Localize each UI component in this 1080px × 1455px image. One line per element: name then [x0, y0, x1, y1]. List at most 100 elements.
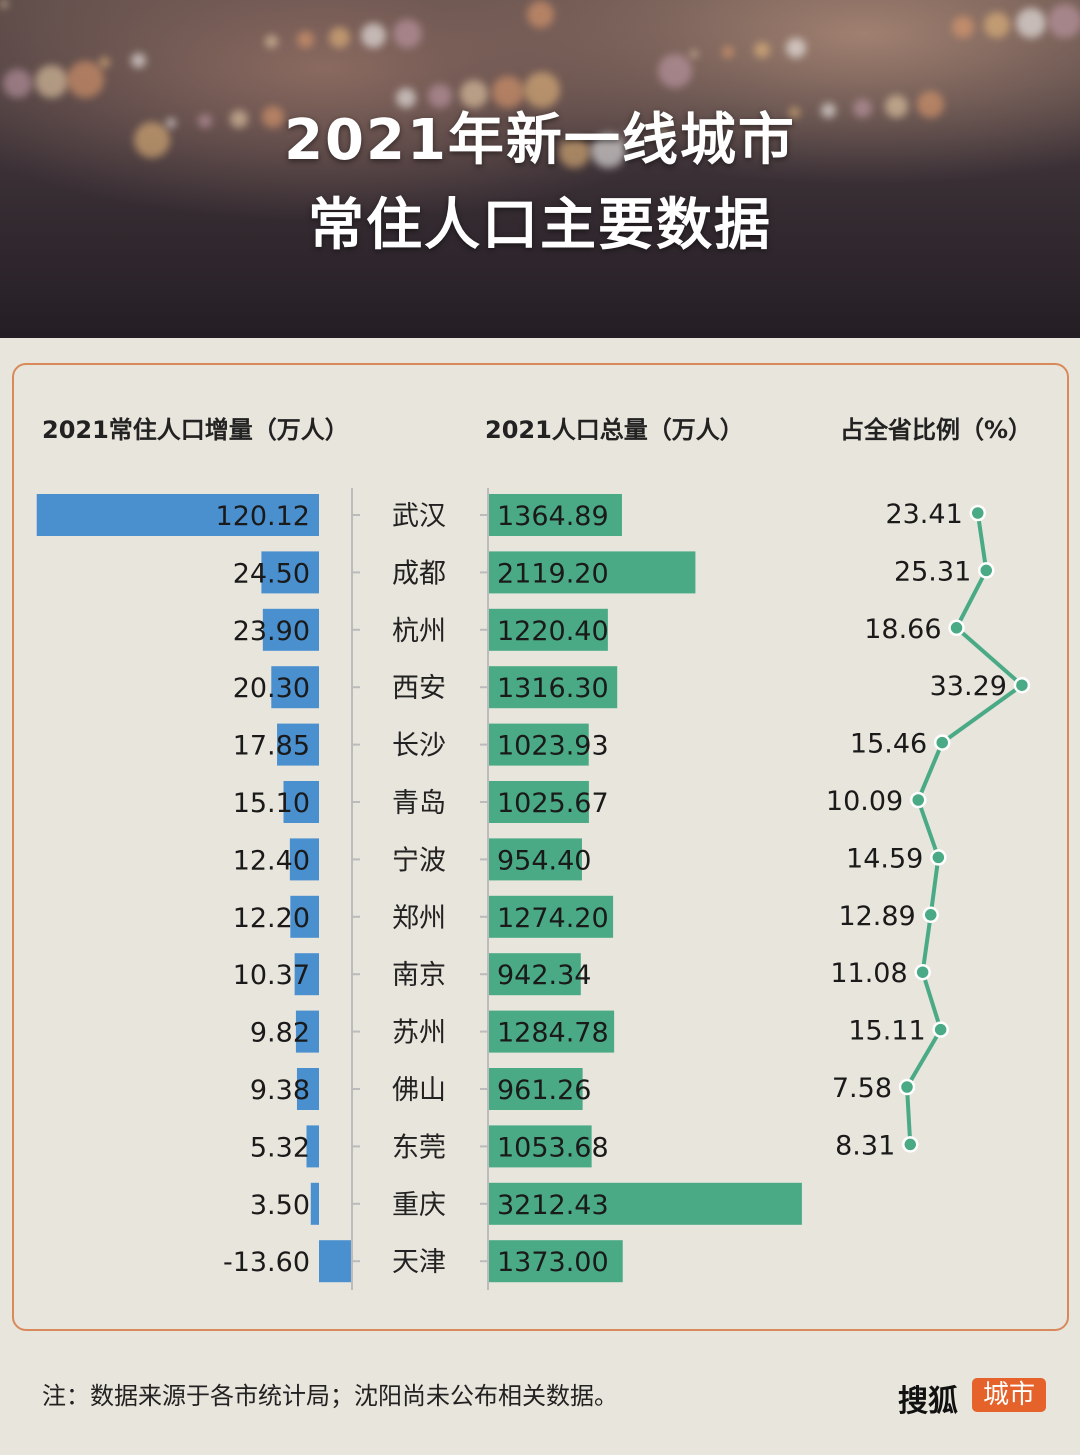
ratio-label: 23.41: [885, 499, 962, 530]
total-bar: [489, 1068, 583, 1110]
city-label: 天津: [392, 1247, 446, 1278]
title-line-1: 2021年新一线城市: [284, 108, 796, 173]
increase-label: 120.12: [216, 501, 310, 532]
ratio-label: 12.89: [838, 901, 915, 932]
ratio-point: [948, 619, 965, 637]
logo-tag-city: 城市: [972, 1378, 1046, 1412]
bokeh-light: [754, 42, 770, 58]
increase-label: 12.20: [233, 903, 310, 934]
total-bar: [489, 895, 614, 938]
ratio-point: [978, 562, 995, 579]
total-bar: [489, 666, 618, 709]
increase-bar: [277, 723, 319, 766]
ratio-label: 33.29: [930, 671, 1007, 702]
total-label: 961.26: [497, 1075, 591, 1106]
sohu-logo: 搜狐: [898, 1384, 958, 1419]
ratio-point: [933, 734, 951, 751]
bokeh-light: [658, 54, 692, 88]
city-label: 西安: [392, 673, 446, 704]
increase-bar: [310, 1182, 319, 1225]
bokeh-light: [559, 137, 590, 168]
ratio-point: [930, 849, 947, 866]
ratio-point: [902, 1136, 919, 1153]
ratio-line: [904, 512, 1026, 1145]
increase-bar: [289, 838, 319, 881]
total-bar: [489, 1182, 802, 1225]
total-bar: [489, 838, 582, 881]
bokeh-light: [786, 38, 806, 58]
bokeh-light: [134, 122, 170, 158]
header-ratio: 占全省比例（%）: [840, 416, 1033, 444]
bokeh-light: [591, 133, 626, 168]
ratio-label: 7.58: [832, 1073, 892, 1104]
total-label: 942.34: [497, 960, 591, 991]
increase-bar: [262, 608, 319, 651]
bokeh-light: [67, 61, 104, 98]
bokeh-light: [527, 1, 554, 28]
total-bar: [489, 1125, 592, 1168]
city-label: 苏州: [392, 1018, 446, 1049]
increase-label: 5.32: [250, 1132, 310, 1163]
city-label: 成都: [392, 558, 446, 589]
total-label: 1220.40: [497, 616, 609, 647]
total-label: 2119.20: [497, 558, 609, 589]
header-photo-banner: 2021年新一线城市 常住人口主要数据: [0, 0, 1080, 338]
bokeh-light: [690, 50, 698, 58]
increase-bar: [283, 781, 319, 823]
total-bar: [489, 723, 589, 766]
ratio-label: 25.31: [894, 556, 971, 587]
total-bar: [489, 1010, 615, 1053]
bokeh-light: [393, 19, 422, 48]
city-label: 佛山: [392, 1075, 446, 1106]
bokeh-light: [789, 107, 800, 118]
bokeh-light: [460, 80, 488, 108]
total-bar: [489, 551, 696, 594]
total-label: 1364.89: [497, 501, 609, 532]
bokeh-light: [35, 65, 68, 98]
bokeh-light: [885, 95, 908, 118]
increase-bar: [36, 494, 320, 536]
city-label: 重庆: [392, 1190, 446, 1221]
total-label: 3212.43: [497, 1190, 609, 1221]
city-label: 郑州: [392, 903, 446, 934]
bokeh-light: [1048, 4, 1080, 38]
bokeh-light: [722, 46, 734, 58]
bokeh-light: [329, 27, 350, 48]
total-bar: [489, 494, 622, 536]
city-label: 杭州: [392, 616, 446, 647]
ratio-point: [932, 1021, 949, 1038]
ratio-label: 18.66: [864, 614, 941, 645]
city-label: 武汉: [392, 501, 446, 532]
increase-bar: [271, 666, 319, 709]
bokeh-light: [821, 103, 836, 118]
bokeh-light: [655, 125, 668, 138]
increase-label: -13.60: [223, 1247, 310, 1278]
increase-label: 15.10: [233, 788, 310, 819]
increase-label: 24.50: [233, 558, 310, 589]
bokeh-light: [265, 35, 278, 48]
total-label: 1274.20: [497, 903, 609, 934]
bokeh-light: [3, 69, 32, 98]
total-label: 1053.68: [497, 1132, 609, 1163]
bokeh-light: [623, 129, 632, 138]
title-line-2: 常住人口主要数据: [308, 193, 772, 258]
ratio-label: 15.11: [848, 1016, 925, 1047]
increase-label: 23.90: [233, 616, 310, 647]
increase-label: 3.50: [250, 1190, 310, 1221]
total-bar: [489, 608, 608, 651]
ratio-point: [969, 504, 987, 522]
total-label: 1373.00: [497, 1247, 609, 1278]
ratio-point: [1013, 676, 1031, 694]
bokeh-light: [428, 84, 452, 108]
bokeh-light: [984, 12, 1010, 38]
ratio-point: [922, 906, 939, 924]
bokeh-light: [853, 99, 872, 118]
ratio-label: 10.09: [826, 786, 903, 817]
header-increase: 2021常住人口增量（万人）: [42, 416, 349, 444]
bokeh-light: [262, 106, 284, 128]
ratio-point: [898, 1078, 916, 1096]
increase-bar: [294, 953, 319, 996]
ratio-label: 14.59: [846, 843, 923, 874]
increase-label: 20.30: [233, 673, 310, 704]
